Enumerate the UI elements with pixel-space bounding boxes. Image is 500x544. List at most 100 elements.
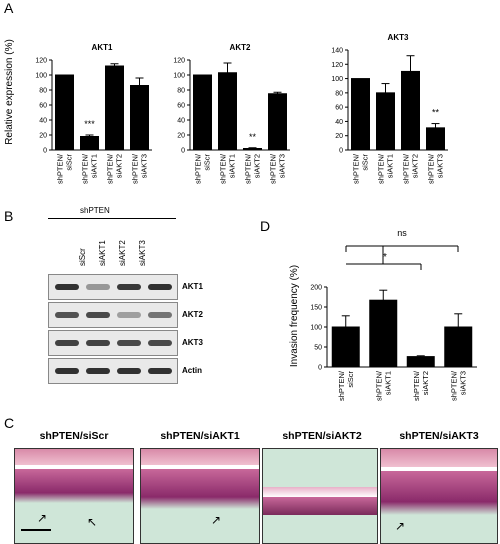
a3-bar	[376, 92, 395, 151]
a3-category-label-line: shPTEN/	[427, 153, 436, 184]
a3-category-label-line: siAKT1	[386, 154, 395, 178]
image-title-siakt3: shPTEN/siAKT3	[399, 430, 479, 442]
a2-category-label-line: siScr	[203, 154, 212, 171]
a3-y-tick-label: 100	[331, 76, 343, 83]
d-category-label: shPTEN/siAKT2	[412, 370, 430, 401]
d-bar	[444, 326, 473, 368]
blot-row-label: Actin	[182, 366, 202, 375]
d-category-label-line: shPTEN/	[412, 370, 421, 401]
d-y-tick-label: 200	[310, 285, 322, 292]
a3-category-label-line: siAKT2	[411, 154, 420, 178]
a3-y-tick-label: 60	[335, 105, 343, 112]
a2-category-label: shPTEN/siScr	[194, 153, 212, 184]
d-category-label-line: siScr	[346, 371, 355, 388]
blot-band	[55, 340, 79, 346]
blot-strip	[48, 302, 178, 328]
a1-y-tick-label: 0	[43, 148, 47, 155]
a2-bar	[193, 74, 212, 151]
a1-significance: ***	[84, 119, 95, 129]
blot-row-label: AKT1	[182, 282, 203, 291]
lane-label: siAKT2	[118, 240, 127, 266]
blot-band	[117, 284, 141, 290]
a1-category-label-line: siScr	[65, 154, 74, 171]
a1-category-label-line: shPTEN/	[56, 153, 65, 184]
a1-category-label-line: shPTEN/	[81, 153, 90, 184]
a1-title: AKT1	[92, 43, 113, 52]
panel-d-chart: Invasion frequency (%) 0 50 100 150 200 shPTEN…	[289, 228, 477, 401]
a2-y-tick-label: 80	[177, 88, 185, 95]
lane-label: siAKT1	[98, 240, 107, 266]
a2-category-label: shPTEN/siAKT1	[219, 153, 237, 184]
panel-b-blot: shPTEN siScr siAKT1 siAKT2 siAKT3 AKT1 AKT2 A…	[22, 206, 247, 406]
a3-category-label: shPTEN/siAKT3	[427, 153, 445, 184]
blot-strip	[48, 358, 178, 384]
blot-strip	[48, 330, 178, 356]
d-y-tick-label: 150	[310, 305, 322, 312]
panel-a-letter: A	[4, 0, 14, 16]
a1-bar	[80, 136, 99, 151]
panel-d-letter: D	[260, 218, 271, 234]
a3-category-label: shPTEN/siAKT1	[377, 153, 395, 184]
image-title-siakt2: shPTEN/siAKT2	[282, 430, 362, 442]
a3-y-tick-label: 20	[335, 133, 343, 140]
a2-title: AKT2	[230, 43, 251, 52]
d-category-label-line: shPTEN/	[374, 370, 383, 401]
a2-category-label: shPTEN/siAKT2	[244, 153, 262, 184]
a1-bar	[130, 85, 149, 151]
d-category-label: shPTEN/siAKT1	[374, 370, 392, 401]
a1-category-label-line: shPTEN/	[106, 153, 115, 184]
a1-y-tick-label: 40	[39, 118, 47, 125]
panel-c-images: shPTEN/siScr shPTEN/siAKT1 shPTEN/siAKT2…	[0, 430, 500, 544]
a3-category-label-line: siAKT3	[436, 154, 445, 178]
a3-y-tick-label: 120	[331, 62, 343, 69]
lane-label: siAKT3	[138, 240, 147, 266]
a2-significance: **	[249, 132, 257, 142]
a2-y-tick-label: 0	[181, 148, 185, 155]
a1-y-tick-label: 20	[39, 133, 47, 140]
image-title-siakt1: shPTEN/siAKT1	[160, 430, 240, 442]
d-category-label-line: siAKT2	[421, 371, 430, 395]
a1-category-label: shPTEN/siAKT3	[131, 153, 149, 184]
bracket-star-label: *	[383, 252, 387, 263]
arrow-icon: ↗	[211, 513, 222, 527]
a3-y-tick-label: 40	[335, 119, 343, 126]
a2-y-tick-label: 120	[173, 58, 185, 65]
d-category-label-line: shPTEN/	[337, 370, 346, 401]
a1-category-label-line: siAKT2	[115, 154, 124, 178]
blot-band	[148, 284, 172, 290]
a3-bar	[401, 70, 420, 151]
a2-category-label: shPTEN/siAKT3	[269, 153, 287, 184]
blot-band	[117, 368, 141, 374]
panel-a-ylabel: Relative expression (%)	[4, 39, 15, 145]
d-bar	[369, 299, 398, 368]
a3-category-label: shPTEN/siScr	[352, 153, 370, 184]
a1-bar	[55, 74, 74, 151]
a2-category-label-line: shPTEN/	[269, 153, 278, 184]
histology-image-siscr: ↗ ↖	[14, 448, 134, 544]
a3-title: AKT3	[388, 33, 409, 42]
bracket-ns-label: ns	[397, 228, 407, 238]
a3-bar	[426, 127, 445, 151]
panel-b-letter: B	[4, 208, 14, 224]
a1-category-label: shPTEN/siScr	[56, 153, 74, 184]
blot-strip	[48, 274, 178, 300]
blot-band	[55, 284, 79, 290]
blot-header: shPTEN	[80, 206, 110, 215]
a3-y-tick-label: 140	[331, 48, 343, 55]
a3-category-label: shPTEN/siAKT2	[402, 153, 420, 184]
a1-y-tick-label: 100	[35, 73, 47, 80]
a1-y-tick-label: 60	[39, 103, 47, 110]
a3-significance: **	[432, 108, 440, 118]
d-bar	[331, 326, 360, 368]
a1-category-label: shPTEN/siAKT1	[81, 153, 99, 184]
d-y-tick-label: 0	[318, 365, 322, 372]
blot-row-label: AKT3	[182, 338, 203, 347]
a2-category-label-line: siAKT1	[228, 154, 237, 178]
arrow-icon: ↗	[395, 519, 406, 533]
a2-bar	[268, 93, 287, 151]
a2-y-tick-label: 60	[177, 103, 185, 110]
a3-y-tick-label: 0	[339, 148, 343, 155]
blot-band	[86, 312, 110, 318]
a2-bar	[243, 148, 262, 151]
a2-y-tick-label: 20	[177, 133, 185, 140]
